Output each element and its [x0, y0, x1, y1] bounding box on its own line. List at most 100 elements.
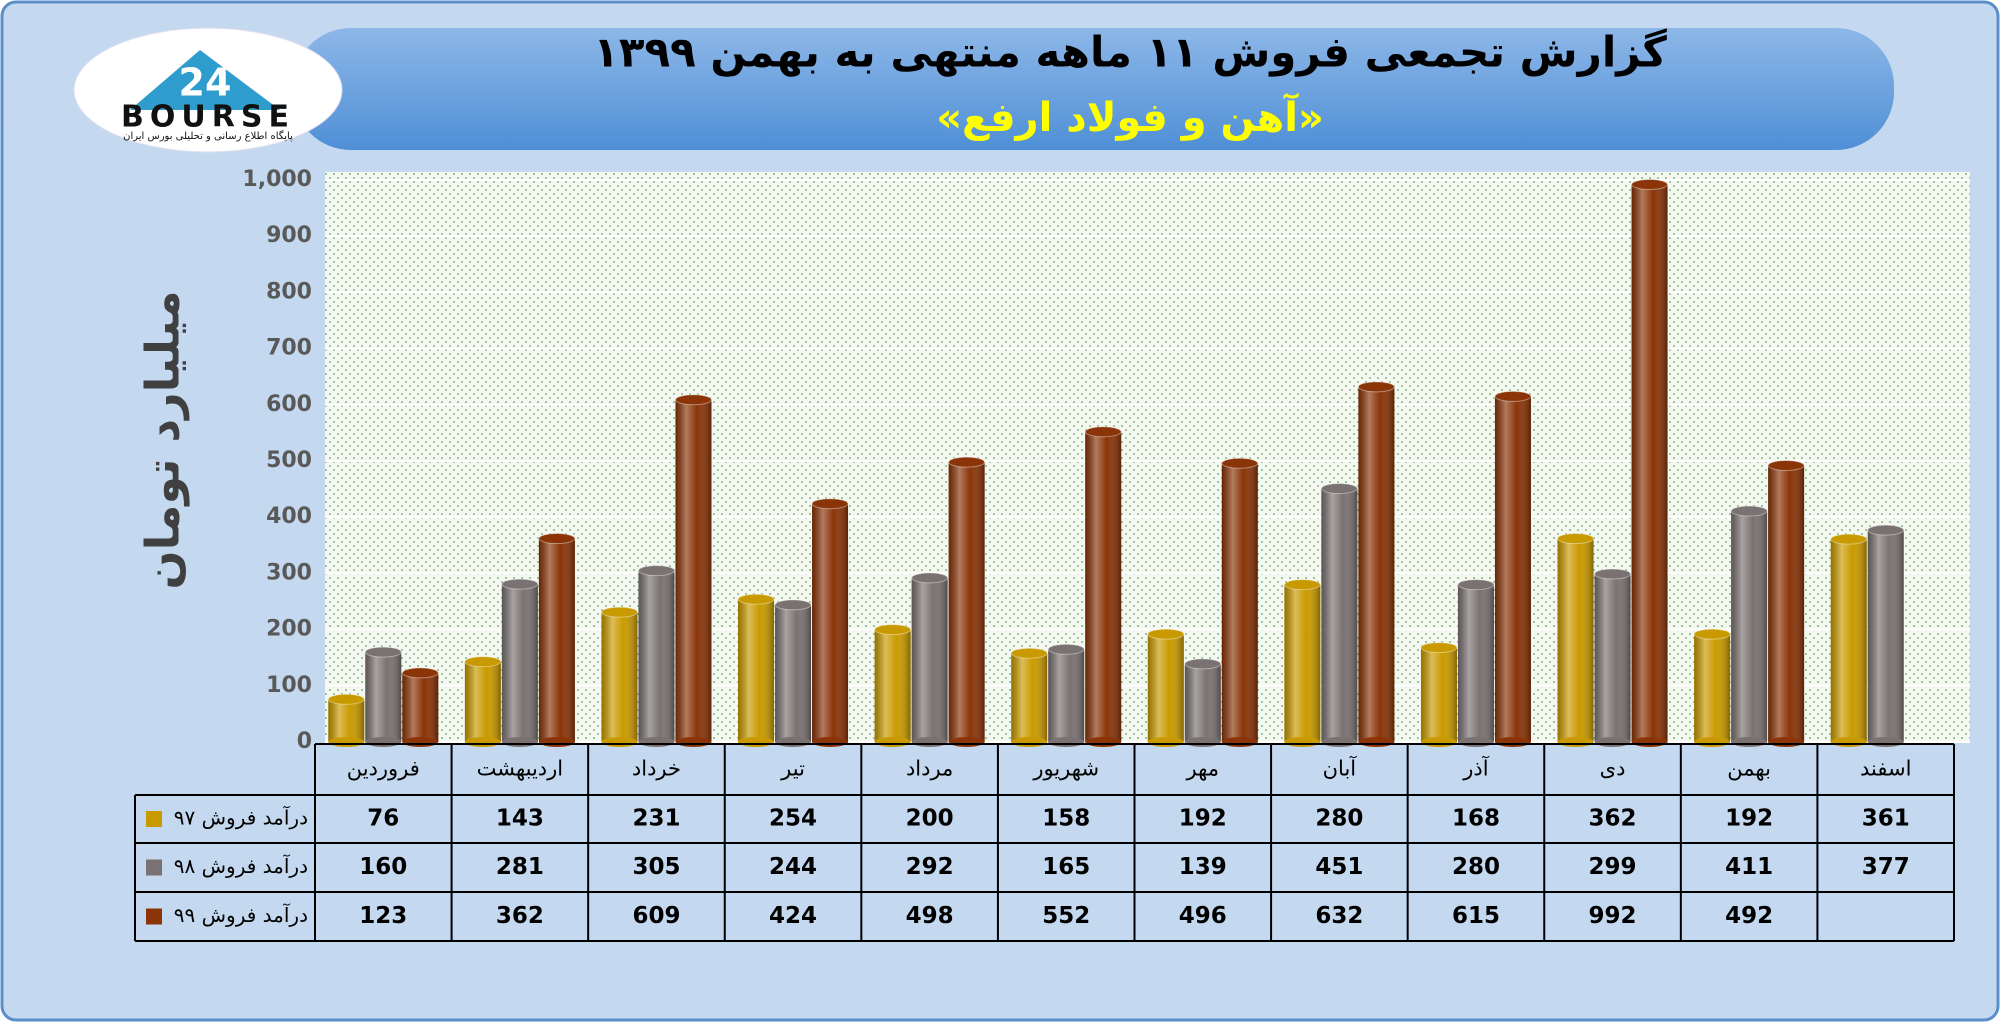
y-tick-label: 400	[266, 504, 312, 529]
bar-base	[402, 737, 439, 747]
y-tick-label: 900	[266, 223, 312, 248]
bar-cap	[948, 456, 986, 468]
legend-label: درآمد فروش ۹۸	[174, 853, 308, 878]
x-tick-label: آذر	[1462, 756, 1489, 781]
bar-shading	[1457, 584, 1494, 742]
bar-base	[1420, 737, 1457, 747]
bar-shading	[601, 612, 638, 742]
bar-base	[911, 737, 948, 747]
bar-base	[1011, 737, 1048, 747]
bar-base	[738, 737, 775, 747]
bar-cap	[911, 572, 949, 584]
bar-shading	[1694, 634, 1731, 742]
bar-cap	[1457, 579, 1495, 591]
logo-number: 24	[179, 61, 232, 105]
bar-shading	[1011, 653, 1048, 742]
table-value: 362	[496, 903, 544, 929]
bar-base	[1184, 737, 1221, 747]
bar-cap	[364, 646, 402, 658]
bar-cap	[600, 606, 638, 618]
y-axis-label: میلیارد تومان	[136, 290, 190, 589]
table-value: 299	[1589, 854, 1637, 880]
bar-shading	[675, 399, 712, 742]
table-value: 424	[769, 903, 817, 929]
bar-cap	[1420, 642, 1458, 654]
table-value: 200	[906, 806, 954, 832]
bar-cap	[774, 599, 812, 611]
bar-shading	[738, 599, 775, 742]
table-value: 552	[1042, 903, 1090, 929]
bar-cap	[1221, 457, 1259, 469]
bar-cap	[1594, 568, 1632, 580]
bar-shading	[365, 652, 402, 742]
x-tick-label: تیر	[780, 757, 805, 781]
table-value: 192	[1725, 806, 1773, 832]
table-value: 254	[769, 806, 817, 832]
bar-cap	[401, 667, 439, 679]
bar-shading	[1284, 584, 1321, 742]
bar-cap	[811, 498, 849, 510]
bar-base	[538, 737, 575, 747]
legend-label: درآمد فروش ۹۹	[174, 902, 308, 927]
table-value: 362	[1589, 806, 1637, 832]
x-tick-label: دی	[1600, 757, 1626, 781]
table-value: 451	[1315, 854, 1363, 880]
bar-shading	[1768, 465, 1805, 742]
y-tick-label: 500	[266, 448, 312, 473]
bar-shading	[1830, 539, 1867, 742]
bar-shading	[1184, 663, 1221, 742]
legend-swatch	[146, 859, 162, 876]
bar-base	[775, 737, 812, 747]
bar-base	[365, 737, 402, 747]
table-value: 123	[359, 903, 407, 929]
bar-cap	[674, 394, 712, 406]
y-tick-label: 700	[266, 336, 312, 361]
bar-shading	[1420, 647, 1457, 742]
bar-cap	[1693, 628, 1731, 640]
bar-cap	[1494, 390, 1532, 402]
bar-cap	[1830, 533, 1868, 545]
bar-shading	[1321, 488, 1358, 742]
bar-cap	[1047, 643, 1085, 655]
y-tick-label: 800	[266, 279, 312, 304]
bar-shading	[1221, 463, 1258, 742]
bar-cap	[1631, 178, 1669, 190]
bar-shading	[1594, 573, 1631, 742]
bar-base	[1867, 737, 1904, 747]
chart-title: گزارش تجمعی فروش ۱۱ ماهه منتهی به بهمن ۱…	[593, 28, 1667, 78]
table-value: 492	[1725, 903, 1773, 929]
table-value: 76	[367, 806, 399, 832]
bar-base	[948, 737, 985, 747]
bar-shading	[1557, 538, 1594, 742]
table-value: 139	[1179, 854, 1227, 880]
x-tick-label: اردیبهشت	[477, 757, 564, 781]
table-value: 609	[632, 903, 680, 929]
bar-cap	[1357, 381, 1395, 393]
x-tick-label: مرداد	[906, 757, 953, 781]
bar-base	[1284, 737, 1321, 747]
bar-shading	[328, 699, 365, 742]
bar-shading	[812, 503, 849, 742]
x-tick-label: بهمن	[1727, 757, 1771, 781]
table-value: 498	[906, 903, 954, 929]
x-tick-label: آبان	[1323, 756, 1358, 781]
x-tick-label: شهریور	[1032, 757, 1099, 781]
bar-base	[328, 737, 365, 747]
bar-shading	[1631, 184, 1668, 743]
bar-base	[464, 737, 501, 747]
bar-cap	[1730, 505, 1768, 517]
table-value: 231	[632, 806, 680, 832]
bar-base	[1494, 737, 1531, 747]
bar-shading	[1085, 431, 1122, 742]
x-tick-label: مهر	[1186, 757, 1220, 781]
bar-cap	[1147, 628, 1185, 640]
legend-swatch	[146, 908, 162, 925]
bar-cap	[1320, 483, 1358, 495]
table-value: 411	[1725, 854, 1773, 880]
table-value: 305	[632, 854, 680, 880]
bar-shading	[775, 604, 812, 742]
x-tick-label: فروردین	[347, 757, 420, 781]
table-value: 992	[1589, 903, 1637, 929]
table-value: 158	[1042, 806, 1090, 832]
